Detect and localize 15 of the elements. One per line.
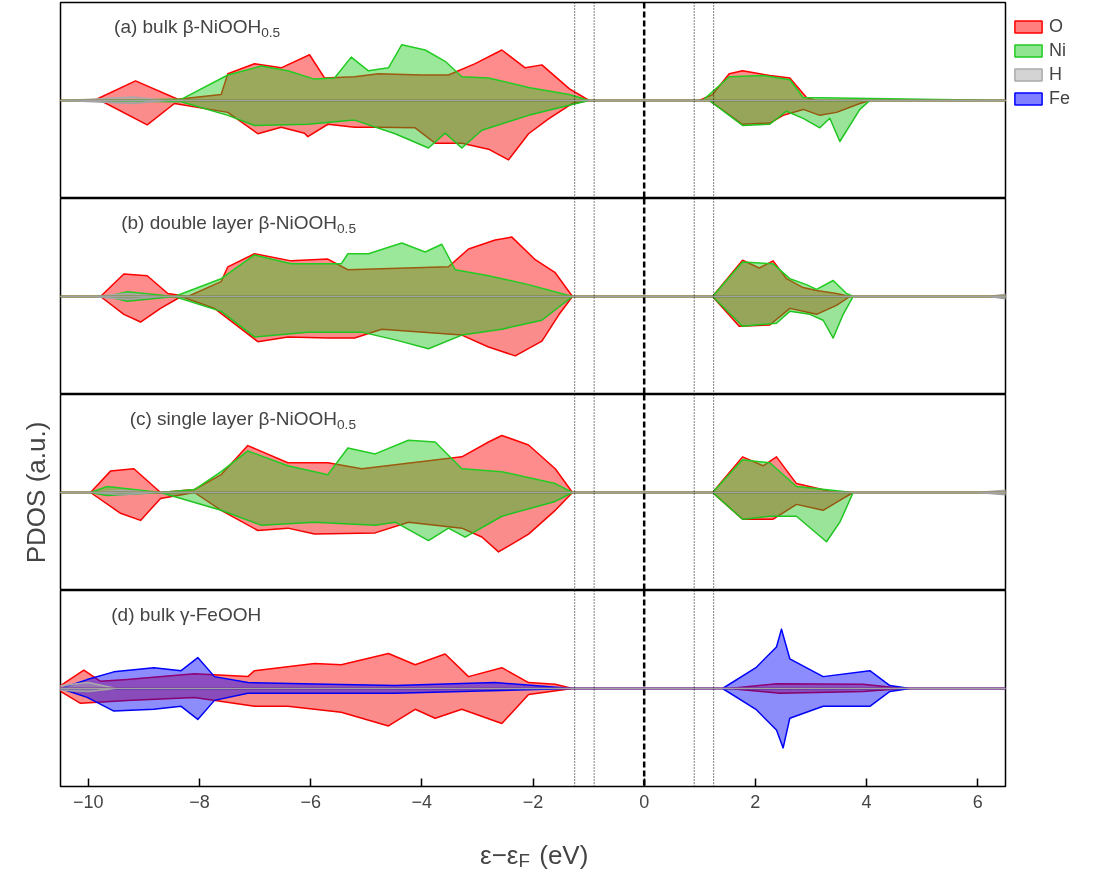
x-tick-label: −8 <box>189 791 210 812</box>
chart-title: (d) bulk γ-FeOOH <box>111 604 262 625</box>
legend-label: H <box>1049 64 1063 85</box>
x-tick-label: 4 <box>861 791 872 812</box>
x-tick-label: −2 <box>522 791 544 812</box>
x-tick-label: −4 <box>411 791 433 812</box>
legend-label: Ni <box>1049 40 1067 61</box>
x-tick-label: −10 <box>73 791 104 812</box>
x-tick-label: 2 <box>750 791 761 812</box>
legend-label: Fe <box>1049 88 1071 109</box>
x-tick-label: 6 <box>972 791 983 812</box>
x-tick-label: 0 <box>639 791 650 812</box>
legend-label: O <box>1049 16 1064 37</box>
x-tick-label: −6 <box>300 791 321 812</box>
y-axis-title: PDOS (a.u.) <box>20 421 51 564</box>
